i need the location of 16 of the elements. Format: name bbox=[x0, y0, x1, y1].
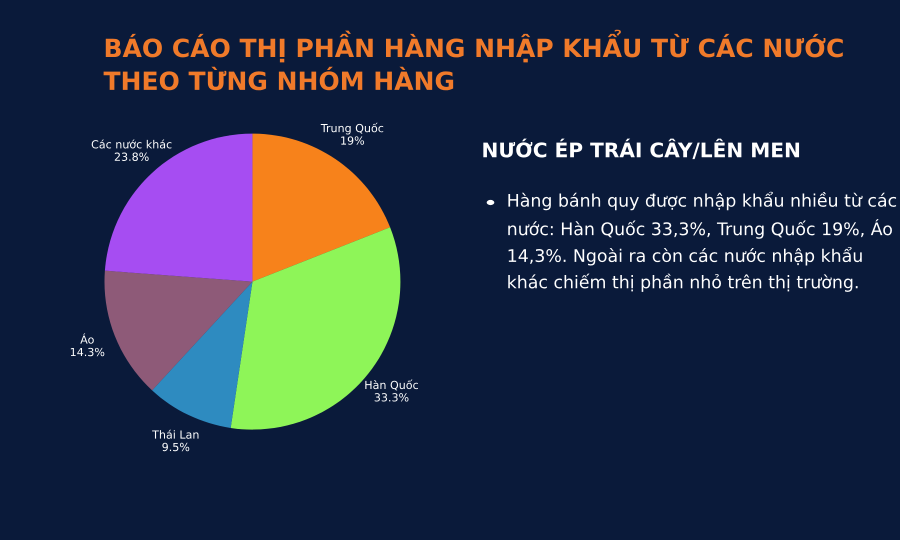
data-label: 23.8% bbox=[114, 152, 149, 161]
text: NƯỚC ÉP TRÁI CÂY/LÊN MEN bbox=[483, 138, 800, 160]
data-label: 9.5% bbox=[162, 442, 190, 452]
slice-label: Trung Quốc bbox=[320, 122, 384, 134]
slice-label: Áo bbox=[80, 333, 94, 344]
slice-label: Các nước khác bbox=[92, 139, 172, 149]
pie-slice bbox=[152, 282, 252, 428]
slice-label: Hàn Quốc bbox=[365, 380, 418, 390]
text: Hàng bánh quy được nhập khẩu nhiều từ các nước: Hàn Quốc 33,3%, Trung Quốc 19%, Áo 14,3%. Ngoài ra còn các nước nhập khẩu khác chiếm thị phần nhỏ trên thị trường. bbox=[508, 192, 896, 292]
data-label: 33.3% bbox=[374, 393, 408, 402]
slice-label: Thái Lan bbox=[152, 430, 198, 439]
data-label: 19% bbox=[341, 136, 364, 145]
data-label: 14.3% bbox=[70, 348, 104, 356]
text: BÁO CÁO THỊ PHẦN HÀNG NHẬP KHẨU TỪ CÁC NƯỚC THEO TỪNG NHÓM HÀNG bbox=[104, 30, 843, 90]
pie-slice bbox=[252, 134, 390, 282]
pie-slice bbox=[104, 270, 252, 390]
